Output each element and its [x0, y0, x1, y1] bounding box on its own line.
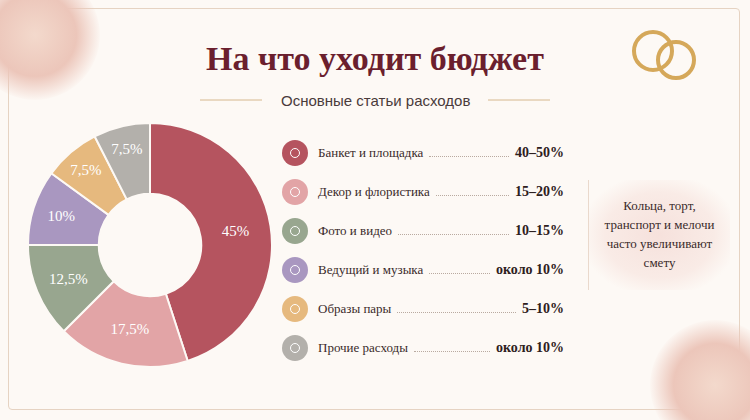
svg-text:7,5%: 7,5%	[70, 162, 101, 178]
svg-text:7,5%: 7,5%	[111, 141, 142, 157]
html-text:Ведущий и музыка: Ведущий и музыка	[318, 261, 424, 277]
svg-text:45%: 45%	[222, 223, 250, 239]
html-text:5–10%: 5–10%	[522, 300, 564, 316]
html-text:Банкет и площадка: Банкет и площадка	[318, 144, 424, 160]
svg-text:10%: 10%	[48, 208, 76, 224]
svg-text:Основные статьи расходов: Основные статьи расходов	[281, 92, 470, 109]
html-text:Фото и видео: Фото и видео	[318, 222, 392, 238]
html-text:Кольца, торт, транспорт и мело: Кольца, торт, транспорт и мелочи часто у…	[604, 198, 715, 270]
html-text:Декор и флористика: Декор и флористика	[318, 183, 430, 199]
html-text:10–15%: 10–15%	[515, 222, 564, 238]
svg-text:17,5%: 17,5%	[110, 321, 149, 337]
html-text:около 10%: около 10%	[495, 261, 564, 277]
svg-text:12,5%: 12,5%	[49, 271, 88, 287]
html-text:15–20%: 15–20%	[515, 183, 564, 199]
html-text:Образы пары: Образы пары	[318, 300, 392, 316]
html-text:Прочие расходы: Прочие расходы	[318, 339, 408, 355]
html-text:40–50%: 40–50%	[515, 144, 564, 160]
html-text:около 10%: около 10%	[495, 339, 564, 355]
svg-text:На что уходит бюджет: На что уходит бюджет	[206, 40, 544, 77]
